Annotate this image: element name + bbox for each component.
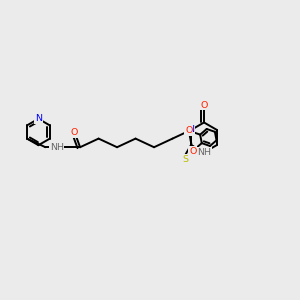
Text: NH: NH (50, 143, 64, 152)
Text: NH: NH (197, 148, 211, 157)
Text: N: N (35, 114, 42, 123)
Text: S: S (182, 155, 188, 164)
Text: O: O (189, 146, 196, 155)
Text: O: O (200, 100, 208, 109)
Text: O: O (185, 126, 193, 135)
Text: N: N (188, 125, 194, 134)
Text: N: N (188, 125, 194, 134)
Text: O: O (71, 128, 78, 137)
